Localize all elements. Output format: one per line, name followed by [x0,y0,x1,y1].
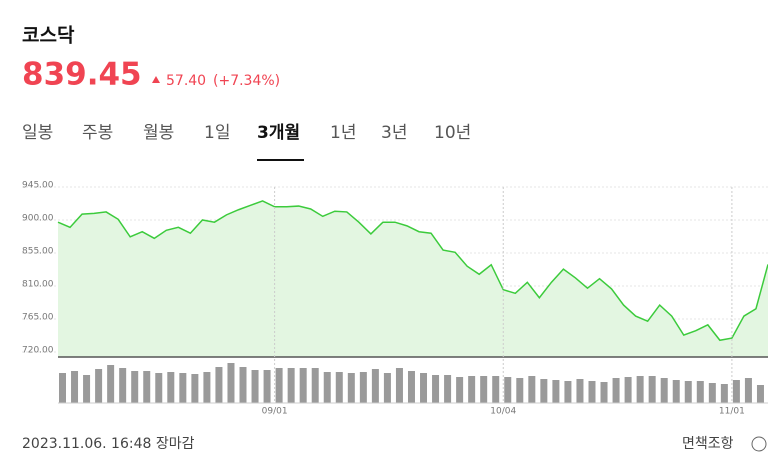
change: 57.40 [166,73,206,89]
volume-bar [540,379,548,403]
volume-bar [191,374,199,403]
x-tick-label: 10/04 [490,407,516,417]
y-tick-label: 765.00 [22,313,54,323]
tab[interactable]: 1일 [204,123,230,143]
volume-bar [287,368,295,403]
price-line [57,200,768,342]
chart: 720.00 765.00 810.00 855.00 900.00 945.00 09/0… [22,181,768,417]
volume-bar [335,372,343,403]
volume-bar [155,373,163,403]
volume-bar [395,368,403,403]
y-tick-label: 945.00 [22,181,54,191]
volume-bar [744,378,752,403]
volume-bar [95,369,103,403]
volume-bar [71,371,79,403]
volume-bar [720,384,728,403]
volume-bar [528,376,536,403]
volume-bar [59,373,66,403]
change-pct: (+7.34%) [213,73,280,89]
volume-bar [119,368,127,403]
volume-bar [263,370,271,403]
volume-bar [371,369,379,403]
tab[interactable]: 월봉 [143,123,174,143]
volume-bar [383,373,391,403]
tab[interactable]: 일봉 [22,123,53,143]
volume-bar [359,372,367,403]
volume-bar [323,372,331,403]
volume-bar [648,376,656,403]
volume-bar [227,363,235,403]
volume-bar [107,365,115,403]
volume-bar [552,380,560,403]
volume-bar [444,375,452,403]
volume-bar [143,371,151,403]
volume-bar [299,368,307,403]
volume-bar [311,368,319,403]
x-tick-label: 11/01 [719,407,745,417]
volume-bar [504,377,512,403]
volume-bar [456,377,464,403]
tabs: 일봉 주봉 월봉 1일 3개월 1년 3년 10년 [22,123,471,161]
y-tick-label: 810.00 [22,280,54,290]
area-fill [58,200,768,357]
volume-bar [708,383,716,403]
disclaimer[interactable]: 면책조항 [682,436,734,452]
volume-bar [576,379,584,403]
info-icon[interactable] [751,436,767,452]
volume-bar [203,372,211,403]
tab[interactable]: 주봉 [82,123,113,143]
volume-bar [407,371,415,403]
volume-bar [672,380,680,403]
volume-bar [131,371,139,403]
tab[interactable]: 3개월 [257,123,300,143]
volume-bar [179,373,187,403]
volume-bar [516,378,524,403]
volume-bar [420,373,428,403]
volume-bar [432,375,440,403]
tab[interactable]: 3년 [381,123,407,143]
volume-bar [696,381,704,403]
volume-bar [215,367,223,403]
x-tick-label: 09/01 [262,407,288,417]
volume-bar [588,381,596,403]
volume-bar [167,372,175,403]
price: 839.45 [22,57,142,93]
tab[interactable]: 1년 [330,123,356,143]
volume-bar [636,376,644,403]
volume-bar [660,378,668,403]
volume-bar [480,376,488,403]
volume-bar [564,381,572,403]
y-tick-label: 855.00 [22,247,54,257]
volume-bar [732,380,740,403]
volume-bar [492,376,500,403]
volume-bar [756,385,764,403]
volume-bar [251,370,259,403]
volume-bar [468,376,476,403]
volume-bar [275,368,283,403]
timestamp: 2023.11.06. 16:48 장마감 [22,436,195,452]
volume-bar [83,375,91,403]
volume-bar [239,367,247,403]
y-tick-label: 900.00 [22,214,54,224]
y-tick-label: 720.00 [22,346,54,356]
volume-bar [684,381,692,403]
volume-bar [600,382,608,403]
tab[interactable]: 10년 [434,123,471,143]
volume-bar [624,377,632,403]
index-title: 코스닥 [22,25,75,47]
volume-bar [612,378,620,403]
volume-bar [347,373,355,403]
up-arrow [152,76,160,83]
